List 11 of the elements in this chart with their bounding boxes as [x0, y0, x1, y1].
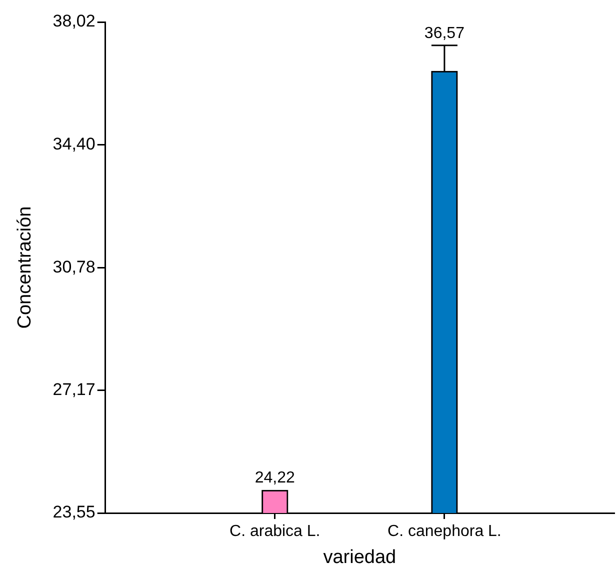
x-axis-title: variedad: [323, 546, 396, 568]
y-tick-label: 30,78: [52, 257, 96, 276]
y-tick-label: 38,02: [52, 12, 96, 31]
data-label: 24,22: [254, 470, 296, 487]
y-tick-label: 23,55: [52, 502, 96, 522]
x-tick-label: C. canephora L.: [388, 523, 502, 540]
y-axis-title: Concentración: [14, 206, 36, 329]
x-tick-label: C. arabica L.: [230, 523, 320, 540]
y-tick-label: 34,40: [52, 134, 96, 154]
y-tick-label: 27,17: [52, 380, 96, 399]
data-label: 36,57: [424, 24, 465, 42]
